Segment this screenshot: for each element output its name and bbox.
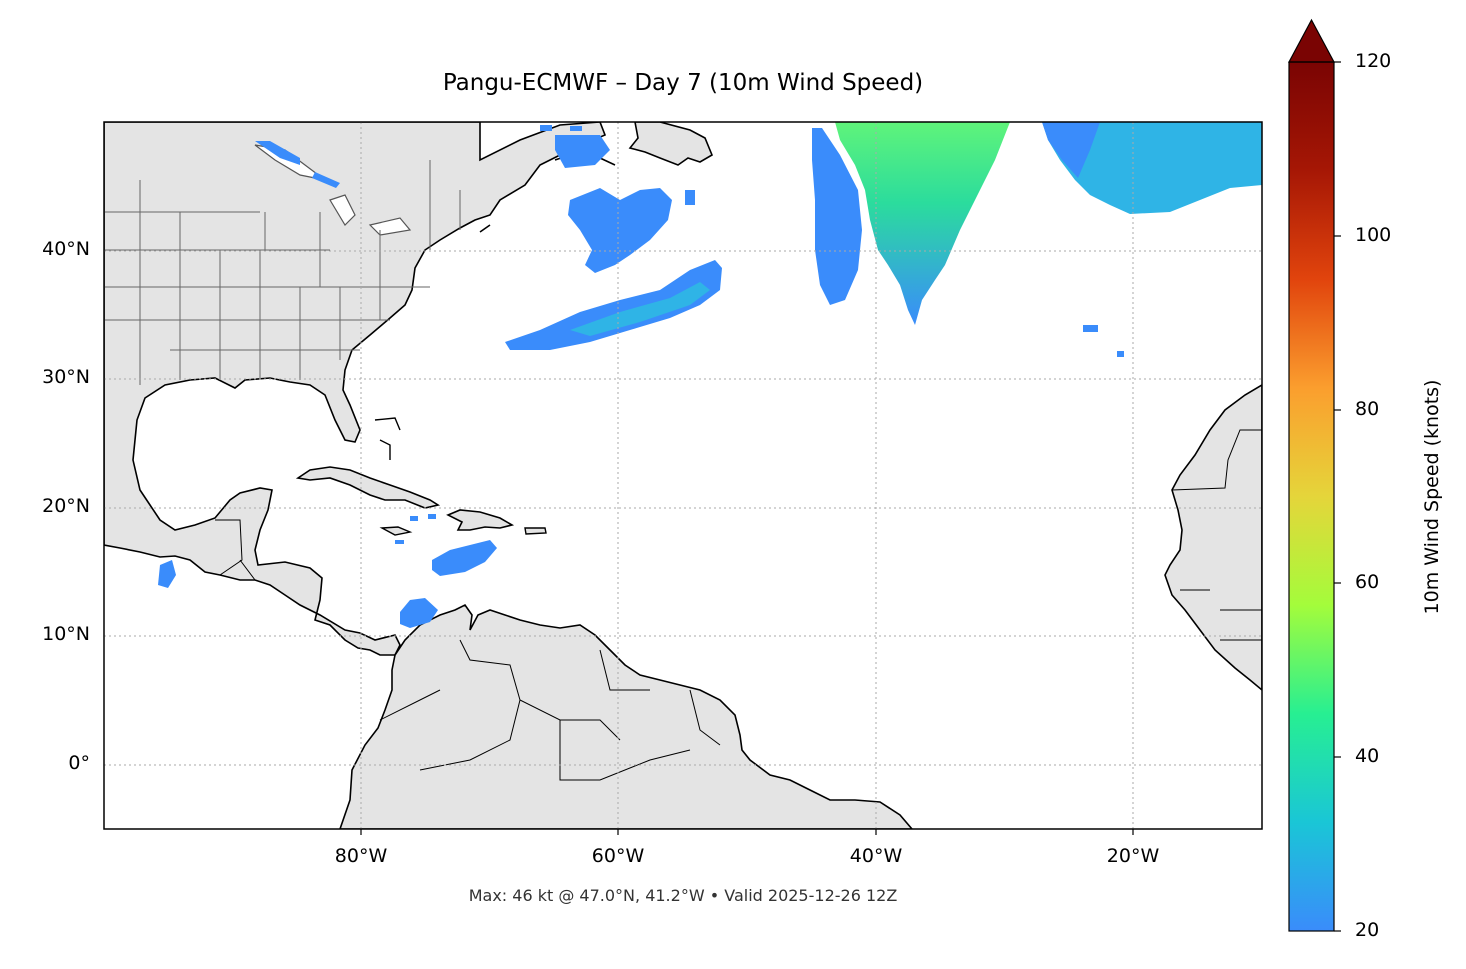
colorbar-extend-arrow — [1287, 18, 1336, 63]
gridlines — [104, 122, 1262, 829]
colorbar — [360, 18, 1341, 932]
land-north-america — [104, 122, 607, 656]
colorbar-tick-label: 40 — [1355, 745, 1380, 767]
island-cuba — [295, 466, 441, 509]
colorbar-tick-label: 120 — [1355, 50, 1392, 72]
land-south-america — [339, 603, 914, 829]
y-tick-label: 0° — [68, 752, 90, 774]
colorbar-tick-label: 80 — [1355, 398, 1380, 420]
y-tick-label: 30°N — [42, 366, 90, 388]
colorbar-gradient — [1289, 62, 1334, 931]
max-wind-caption: Max: 46 kt @ 47.0°N, 41.2°W • Valid 2025… — [468, 886, 898, 905]
colorbar-label: 10m Wind Speed (knots) — [1421, 379, 1443, 615]
x-tick-label: 40°W — [849, 845, 903, 867]
colorbar-tick-label: 20 — [1355, 919, 1380, 941]
island-bahamas — [374, 417, 401, 460]
x-tick-label: 60°W — [591, 845, 645, 867]
island-puerto-rico — [524, 527, 547, 535]
wind-field — [158, 122, 1262, 628]
state-borders — [104, 160, 461, 385]
colorbar-tick-label: 60 — [1355, 571, 1380, 593]
y-tick-label: 10°N — [42, 623, 90, 645]
land-africa — [1164, 384, 1262, 692]
x-tick-label: 20°W — [1106, 845, 1160, 867]
country-borders — [215, 429, 1262, 781]
colorbar-tick-label: 100 — [1355, 224, 1392, 246]
map-frame — [103, 121, 1263, 830]
y-tick-label: 20°N — [42, 495, 90, 517]
island-hispaniola — [446, 509, 515, 531]
island-newfoundland — [628, 122, 714, 166]
chart-title: Pangu-ECMWF – Day 7 (10m Wind Speed) — [442, 70, 924, 96]
island-jamaica — [379, 526, 413, 536]
x-tick-label: 80°W — [334, 845, 388, 867]
y-tick-label: 40°N — [42, 238, 90, 260]
